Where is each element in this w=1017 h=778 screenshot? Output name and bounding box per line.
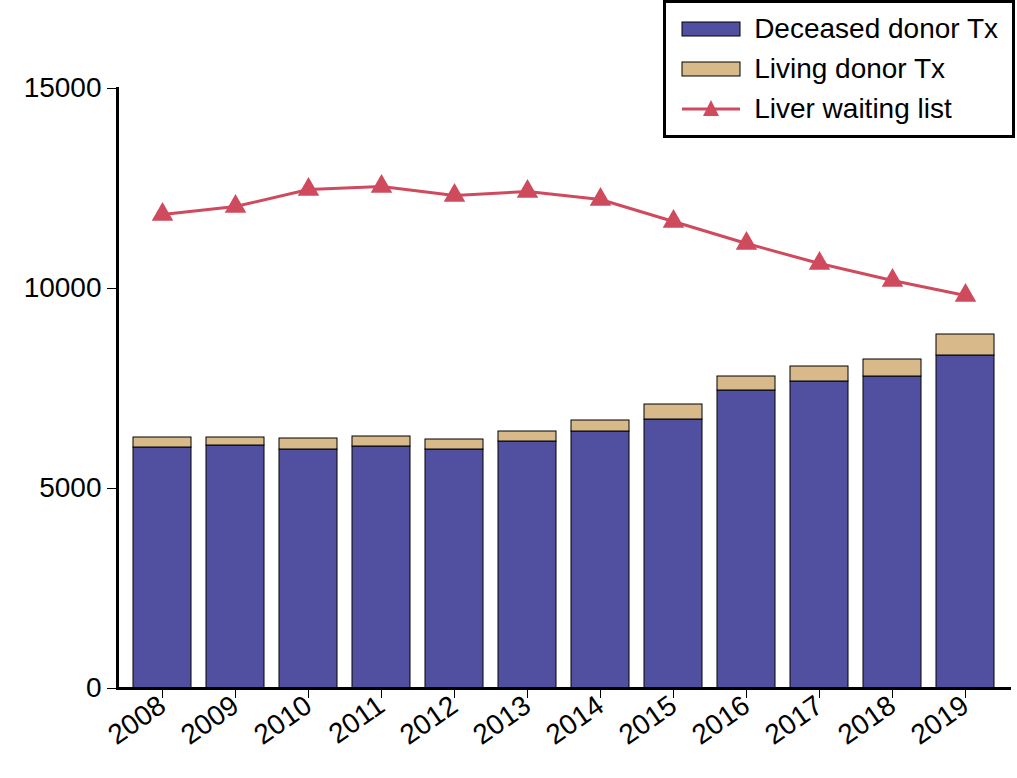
- svg-text:2013: 2013: [467, 689, 536, 750]
- svg-text:2009: 2009: [175, 689, 244, 750]
- svg-text:2019: 2019: [905, 689, 974, 750]
- svg-text:10000: 10000: [24, 272, 102, 303]
- svg-text:15000: 15000: [24, 72, 102, 103]
- svg-text:2010: 2010: [248, 689, 317, 750]
- svg-text:0: 0: [86, 672, 102, 703]
- svg-text:2016: 2016: [686, 689, 755, 750]
- svg-text:2018: 2018: [832, 689, 901, 750]
- svg-text:2011: 2011: [323, 689, 390, 749]
- svg-text:5000: 5000: [39, 472, 101, 503]
- html-text:Deceased donor Tx: Deceased donor Tx: [754, 13, 998, 44]
- svg-text:2017: 2017: [759, 689, 828, 750]
- svg-text:2008: 2008: [102, 689, 171, 750]
- svg-text:2014: 2014: [540, 689, 609, 750]
- html-text:Liver waiting list: Liver waiting list: [754, 93, 952, 124]
- svg-text:2015: 2015: [613, 689, 682, 750]
- svg-text:2012: 2012: [394, 689, 463, 750]
- html-text:Living donor Tx: Living donor Tx: [754, 53, 946, 84]
